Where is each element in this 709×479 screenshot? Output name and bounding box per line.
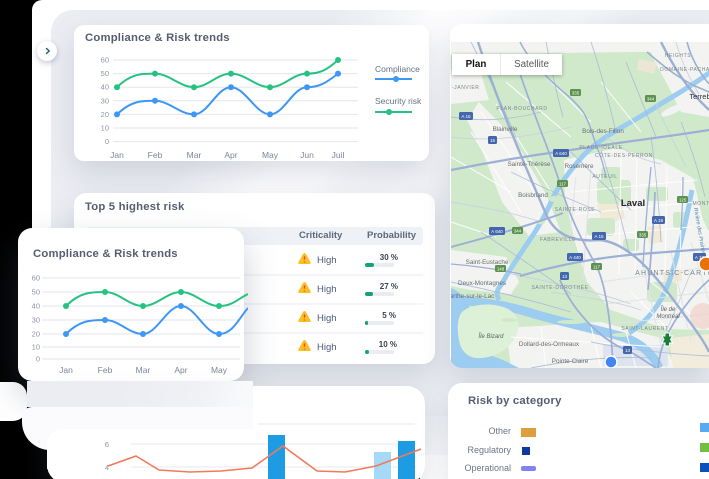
- svg-text:Sainte-Thérèse: Sainte-Thérèse: [507, 161, 551, 168]
- svg-text:Île de: Île de: [661, 306, 676, 313]
- svg-text:Jan: Jan: [110, 150, 124, 160]
- svg-text:4: 4: [105, 463, 109, 472]
- svg-text:30: 30: [101, 96, 109, 105]
- svg-text:Laval: Laval: [621, 198, 645, 209]
- svg-text:60: 60: [101, 56, 109, 65]
- svg-text:PLAGE-IDEALE: PLAGE-IDEALE: [579, 145, 622, 151]
- svg-text:344: 344: [514, 229, 522, 234]
- svg-text:0: 0: [105, 137, 109, 146]
- svg-text:5 %: 5 %: [382, 311, 396, 320]
- svg-text:A 15: A 15: [594, 234, 604, 239]
- svg-text:Dollard-des-Ormeaux: Dollard-des-Ormeaux: [519, 341, 580, 348]
- svg-text:6: 6: [105, 440, 109, 449]
- svg-text:Jun: Jun: [300, 150, 314, 160]
- svg-text:Saint-Eustache: Saint-Eustache: [466, 259, 509, 266]
- svg-text:Apr: Apr: [174, 365, 187, 375]
- svg-text:High: High: [317, 342, 337, 353]
- svg-text:A 640: A 640: [555, 151, 567, 156]
- svg-text:50: 50: [32, 288, 40, 297]
- svg-text:Blainville: Blainville: [493, 126, 518, 133]
- svg-text:13: 13: [562, 274, 568, 279]
- svg-text:10: 10: [32, 343, 40, 352]
- svg-text:10 %: 10 %: [379, 340, 397, 349]
- svg-text:AHUNTSIC-CARTI: AHUNTSIC-CARTI: [635, 270, 709, 277]
- svg-text:arthe-sur-le-Lac: arthe-sur-le-Lac: [451, 293, 494, 300]
- svg-text:High: High: [317, 284, 337, 295]
- svg-text:Compliance: Compliance: [375, 64, 420, 74]
- svg-text:125: 125: [679, 198, 687, 203]
- svg-text:PLAN-BOUCHARD: PLAN-BOUCHARD: [496, 106, 547, 112]
- svg-text:SAINTE-DOROTHÉE: SAINTE-DOROTHÉE: [531, 284, 588, 291]
- svg-text:SAINT-LAURENT: SAINT-LAURENT: [621, 326, 668, 332]
- svg-text:MONT: MONT: [692, 201, 709, 207]
- svg-text:0: 0: [36, 355, 40, 364]
- svg-text:A 19: A 19: [654, 218, 664, 223]
- svg-text:Bois-des-Filion: Bois-des-Filion: [582, 128, 624, 135]
- svg-text:148: 148: [497, 267, 505, 272]
- svg-text:20: 20: [32, 330, 40, 339]
- svg-text:May: May: [262, 150, 279, 160]
- svg-text:CÔTE-DES-PERRON: CÔTE-DES-PERRON: [595, 152, 653, 159]
- svg-text:A 15: A 15: [461, 114, 471, 119]
- svg-text:Feb: Feb: [98, 365, 113, 375]
- svg-text:117: 117: [559, 182, 567, 187]
- svg-text:Mar: Mar: [187, 150, 202, 160]
- svg-text:HEIGHTS: HEIGHTS: [665, 53, 691, 59]
- svg-text:60: 60: [32, 274, 40, 283]
- svg-text:T-JANVIER: T-JANVIER: [451, 85, 479, 91]
- svg-text:Security risk: Security risk: [375, 96, 422, 106]
- svg-text:FABREVILLE: FABREVILLE: [540, 237, 576, 243]
- svg-text:Juil: Juil: [332, 150, 345, 160]
- svg-text:13: 13: [625, 348, 631, 353]
- svg-text:High: High: [317, 255, 337, 266]
- svg-text:335: 335: [639, 233, 647, 238]
- svg-text:Deux-Montagnes: Deux-Montagnes: [458, 280, 506, 287]
- svg-text:335: 335: [572, 91, 580, 96]
- svg-text:Terreb: Terreb: [689, 92, 709, 101]
- svg-text:10: 10: [101, 124, 109, 133]
- svg-text:Pointe-Claire: Pointe-Claire: [552, 358, 589, 365]
- svg-text:40: 40: [32, 302, 40, 311]
- svg-text:117: 117: [593, 265, 601, 270]
- svg-text:AUTEUIL: AUTEUIL: [592, 174, 617, 180]
- svg-text:Jan: Jan: [59, 365, 73, 375]
- svg-text:SAINTE-ROSE: SAINTE-ROSE: [555, 207, 596, 213]
- svg-text:Feb: Feb: [148, 150, 163, 160]
- svg-text:Apr: Apr: [224, 150, 237, 160]
- svg-text:Île Bizard: Île Bizard: [478, 333, 504, 340]
- svg-text:15: 15: [490, 138, 496, 143]
- svg-text:May: May: [211, 365, 228, 375]
- svg-text:40: 40: [101, 83, 109, 92]
- svg-text:A 440: A 440: [569, 255, 581, 260]
- svg-text:30: 30: [32, 316, 40, 325]
- svg-text:A 13: A 13: [695, 255, 705, 260]
- svg-text:A 640: A 640: [491, 229, 503, 234]
- svg-text:DOMAINE-PACHA: DOMAINE-PACHA: [660, 67, 709, 73]
- svg-text:20: 20: [101, 110, 109, 119]
- svg-text:27 %: 27 %: [380, 282, 398, 291]
- svg-text:Rosemère: Rosemère: [564, 163, 594, 170]
- svg-text:30 %: 30 %: [380, 253, 398, 262]
- svg-text:Montréal: Montréal: [656, 314, 680, 320]
- svg-text:344: 344: [647, 97, 655, 102]
- svg-text:High: High: [317, 313, 337, 324]
- svg-text:Boisbriand: Boisbriand: [518, 192, 548, 199]
- svg-text:Mar: Mar: [136, 365, 151, 375]
- svg-text:50: 50: [101, 69, 109, 78]
